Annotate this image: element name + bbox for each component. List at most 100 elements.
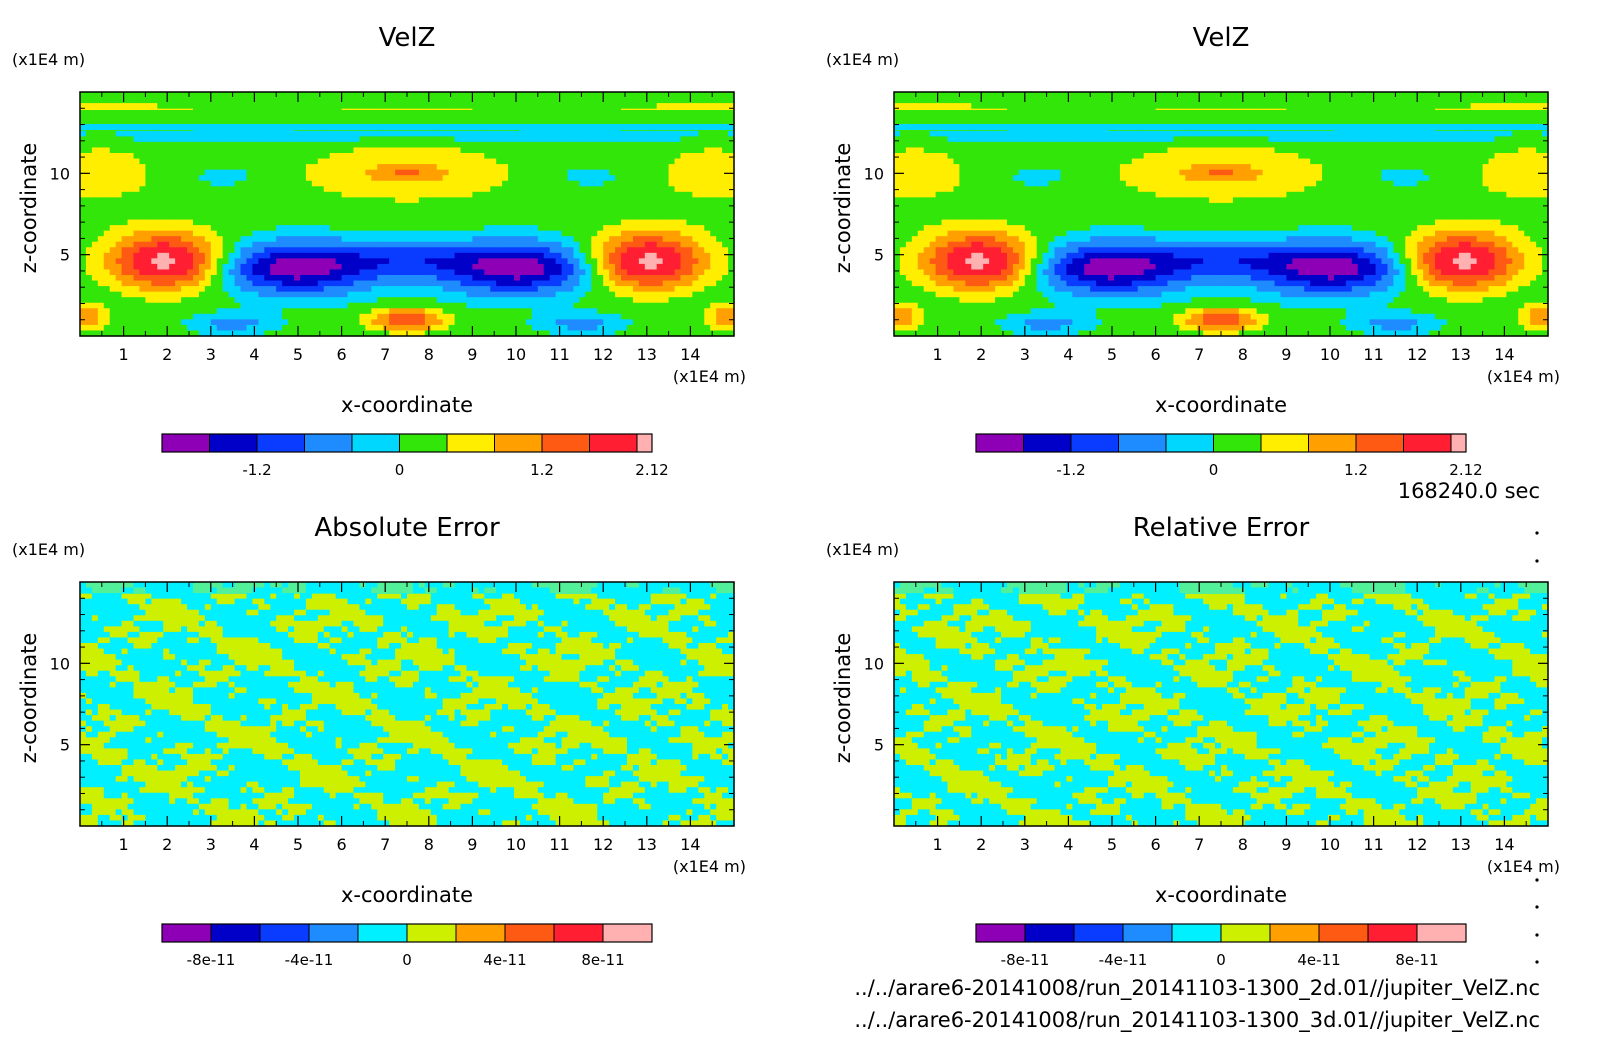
field-cell: [455, 175, 462, 181]
field-cell: [383, 253, 390, 259]
field-cell: [621, 314, 628, 320]
field-cell: [252, 153, 259, 159]
field-cell: [288, 281, 295, 287]
field-cell: [235, 303, 242, 309]
field-cell: [377, 303, 384, 309]
field-cell: [894, 131, 901, 137]
field-cell: [526, 170, 533, 176]
field-cell: [585, 147, 592, 153]
field-cell: [353, 303, 360, 309]
field-cell: [639, 292, 646, 298]
field-cell: [288, 319, 295, 325]
field-cell: [187, 197, 194, 203]
field-cell: [651, 136, 658, 142]
field-cell: [389, 103, 396, 109]
field-cell: [80, 281, 87, 287]
field-cell: [591, 186, 598, 192]
field-cell: [86, 308, 93, 314]
field-cell: [383, 214, 390, 220]
field-cell: [98, 147, 105, 153]
field-cell: [472, 147, 479, 153]
field-cell: [490, 325, 497, 331]
field-cell: [217, 253, 224, 259]
field-cell: [306, 225, 313, 231]
field-cell: [544, 98, 551, 104]
field-cell: [300, 225, 307, 231]
field-cell: [544, 247, 551, 253]
field-cell: [294, 269, 301, 275]
field-cell: [258, 303, 265, 309]
field-cell: [306, 275, 313, 281]
field-cell: [562, 247, 569, 253]
field-cell: [585, 247, 592, 253]
field-cell: [389, 170, 396, 176]
field-cell: [663, 308, 670, 314]
field-cell: [246, 253, 253, 259]
field-cell: [336, 142, 343, 148]
field-cell: [276, 253, 283, 259]
field-cell: [455, 136, 462, 142]
field-cell: [466, 269, 473, 275]
field-cell: [639, 181, 646, 187]
field-cell: [698, 92, 705, 98]
field-cell: [669, 319, 676, 325]
field-cell: [692, 269, 699, 275]
field-cell: [431, 131, 438, 137]
field-cell: [199, 264, 206, 270]
field-cell: [443, 225, 450, 231]
field-cell: [92, 281, 99, 287]
field-cell: [336, 170, 343, 176]
field-cell: [651, 98, 658, 104]
field-cell: [163, 269, 170, 275]
field-cell: [472, 170, 479, 176]
field-cell: [556, 303, 563, 309]
field-cell: [645, 92, 652, 98]
field-cell: [455, 170, 462, 176]
x-tick-label: 14: [680, 345, 700, 364]
field-cell: [526, 231, 533, 237]
field-cell: [318, 269, 325, 275]
field-cell: [86, 258, 93, 264]
field-cell: [128, 153, 135, 159]
field-cell: [336, 181, 343, 187]
field-cell: [187, 225, 194, 231]
field-cell: [532, 208, 539, 214]
field-cell: [86, 197, 93, 203]
field-cell: [532, 258, 539, 264]
field-cell: [241, 297, 248, 303]
field-cell: [128, 181, 135, 187]
field-cell: [538, 92, 545, 98]
field-cell: [407, 253, 414, 259]
field-cell: [365, 197, 372, 203]
field-cell: [603, 275, 610, 281]
field-cell: [615, 197, 622, 203]
field-cell: [217, 186, 224, 192]
field-cell: [134, 231, 141, 237]
field-cell: [211, 181, 218, 187]
field-cell: [389, 164, 396, 170]
field-cell: [395, 269, 402, 275]
field-cell: [437, 225, 444, 231]
field-cell: [514, 220, 521, 226]
field-cell: [395, 314, 402, 320]
field-cell: [229, 103, 236, 109]
field-cell: [104, 192, 111, 198]
field-cell: [663, 220, 670, 226]
field-cell: [181, 98, 188, 104]
field-cell: [98, 98, 105, 104]
field-cell: [532, 269, 539, 275]
field-cell: [92, 214, 99, 220]
field-cell: [246, 175, 253, 181]
field-cell: [330, 164, 337, 170]
field-cell: [698, 286, 705, 292]
field-cell: [413, 281, 420, 287]
field-cell: [514, 247, 521, 253]
field-cell: [484, 159, 491, 165]
field-cell: [98, 308, 105, 314]
field-cell: [371, 164, 378, 170]
field-cell: [710, 203, 717, 209]
field-cell: [169, 164, 176, 170]
field-cell: [663, 314, 670, 320]
field-cell: [710, 258, 717, 264]
field-cell: [425, 253, 432, 259]
